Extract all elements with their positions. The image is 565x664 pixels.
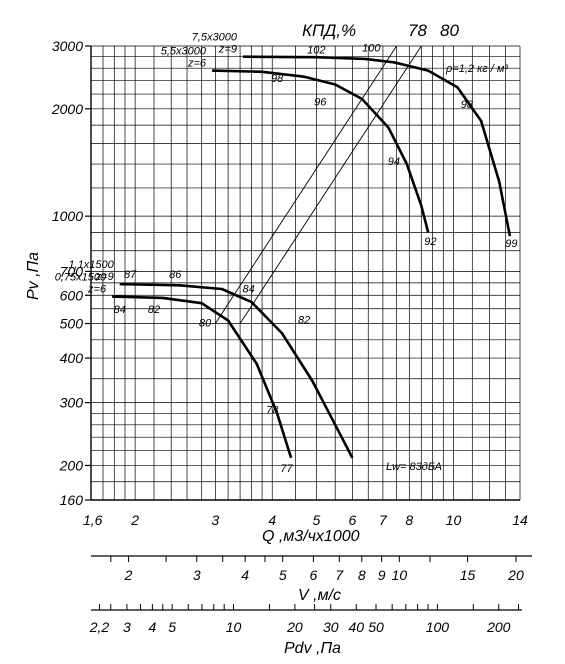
efficiency-mark: 98 [271, 73, 284, 85]
x-tick-label: 1,6 [83, 512, 103, 528]
curve-label-blades: z=6 [187, 58, 207, 70]
x-tick-label: 4 [268, 512, 276, 528]
efficiency-mark: 98 [461, 99, 474, 111]
efficiency-mark: 78 [266, 404, 279, 416]
x-axis-title: Q ,м3/чх1000 [262, 528, 360, 545]
dynamic-pressure-tick-label: 10 [226, 619, 242, 635]
x-tick-label: 2 [130, 512, 139, 528]
curve-label-model: 7,5х3000 [192, 32, 238, 44]
curve-label-model: 0,75х1500 [55, 272, 107, 284]
dynamic-pressure-tick-label: 30 [323, 619, 339, 635]
dynamic-pressure-tick-label: 20 [286, 619, 303, 635]
efficiency-mark: 86 [169, 269, 182, 281]
top-efficiency-80: 80 [440, 21, 459, 40]
efficiency-line-78 [214, 45, 397, 324]
efficiency-mark: 84 [242, 284, 254, 296]
chart-title: КПД,% [302, 21, 356, 40]
dynamic-pressure-tick-label: 5 [168, 619, 176, 635]
velocity-tick-label: 4 [241, 567, 249, 583]
x-tick-label: 8 [405, 512, 413, 528]
dynamic-pressure-tick-label: 40 [348, 619, 364, 635]
dynamic-pressure-tick-label: 4 [148, 619, 156, 635]
efficiency-mark: 92 [424, 236, 436, 248]
efficiency-mark: 87 [124, 269, 137, 281]
x-tick-label: 10 [446, 512, 462, 528]
curve-label-model: 5,5х3000 [161, 46, 207, 58]
efficiency-mark: 84 [114, 304, 126, 316]
dynamic-pressure-tick-label: 2,2 [89, 619, 110, 635]
dynamic-pressure-axis: 2,2 3 4 5 10 20 30 40 50 100 200 [89, 604, 522, 635]
x-axis: 1,6 2 3 4 5 6 7 8 10 14 [83, 512, 528, 528]
dynamic-pressure-tick-label: 3 [123, 619, 131, 635]
curve-1 [211, 69, 430, 233]
dynamic-pressure-tick-label: 200 [486, 619, 511, 635]
y-tick-label: 2000 [51, 101, 83, 117]
curves [112, 55, 512, 459]
curve-label-blades: z=9 [95, 271, 114, 283]
efficiency-mark: 96 [314, 97, 327, 109]
x-tick-label: 3 [211, 512, 219, 528]
y-axis-title: Pv ,Па [25, 252, 42, 300]
velocity-tick-label: 6 [309, 567, 317, 583]
plot-frame [90, 46, 520, 501]
curve-2 [119, 282, 354, 459]
curve-label-model: 1,1х1500 [68, 259, 114, 271]
efficiency-mark: 102 [307, 44, 325, 56]
velocity-tick-label: 20 [507, 567, 524, 583]
y-tick-label: 1000 [52, 208, 83, 224]
curve-0 [242, 55, 512, 237]
efficiency-mark: 100 [362, 42, 381, 54]
efficiency-mark: 94 [388, 156, 400, 168]
velocity-tick-label: 15 [460, 567, 476, 583]
velocity-tick-label: 2 [124, 567, 133, 583]
density-note: ρ=1,2 кг / м³ [445, 63, 508, 75]
curve-3 [112, 295, 293, 459]
curve-label-blades: z=9 [218, 44, 237, 56]
noise-annotation: Lw= 83дБА [386, 461, 442, 473]
velocity-tick-label: 7 [335, 567, 344, 583]
velocity-tick-label: 5 [279, 567, 287, 583]
y-tick-label: 400 [60, 350, 84, 366]
dynamic-pressure-axis-title: Pdv ,Па [284, 640, 341, 657]
y-tick-label: 700 [60, 263, 84, 279]
velocity-tick-label: 8 [358, 567, 366, 583]
dynamic-pressure-tick-label: 50 [368, 619, 384, 635]
x-tick-label: 6 [349, 512, 357, 528]
efficiency-mark: 77 [280, 463, 293, 475]
y-tick-label: 200 [59, 457, 84, 473]
x-tick-label: 14 [512, 512, 528, 528]
y-tick-label: 600 [60, 287, 84, 303]
y-tick-label: 300 [60, 395, 84, 411]
y-tick-label: 3000 [52, 38, 83, 54]
x-tick-label: 5 [312, 512, 320, 528]
dynamic-pressure-tick-label: 100 [426, 619, 450, 635]
curve-label-blades: z=6 [87, 284, 107, 296]
efficiency-mark: 99 [505, 238, 517, 250]
efficiency-mark: 80 [199, 318, 212, 330]
velocity-tick-label: 3 [193, 567, 201, 583]
efficiency-line-80 [239, 45, 422, 324]
velocity-axis: 2 3 4 5 6 7 8 9 10 15 20 [91, 555, 532, 583]
velocity-axis-title: V ,м/с [298, 587, 341, 604]
x-tick-label: 7 [379, 512, 388, 528]
y-tick-label: 500 [60, 316, 84, 332]
y-axis: 160 200 300 400 500 600 700 1000 2000 3000 [51, 38, 91, 508]
velocity-tick-label: 9 [378, 567, 386, 583]
efficiency-mark: 82 [148, 304, 160, 316]
grid [90, 45, 521, 501]
efficiency-mark: 82 [298, 315, 310, 327]
y-tick-label: 160 [60, 492, 84, 508]
top-efficiency-78: 78 [408, 21, 427, 40]
velocity-tick-label: 10 [392, 567, 408, 583]
efficiency-lines [214, 45, 422, 324]
